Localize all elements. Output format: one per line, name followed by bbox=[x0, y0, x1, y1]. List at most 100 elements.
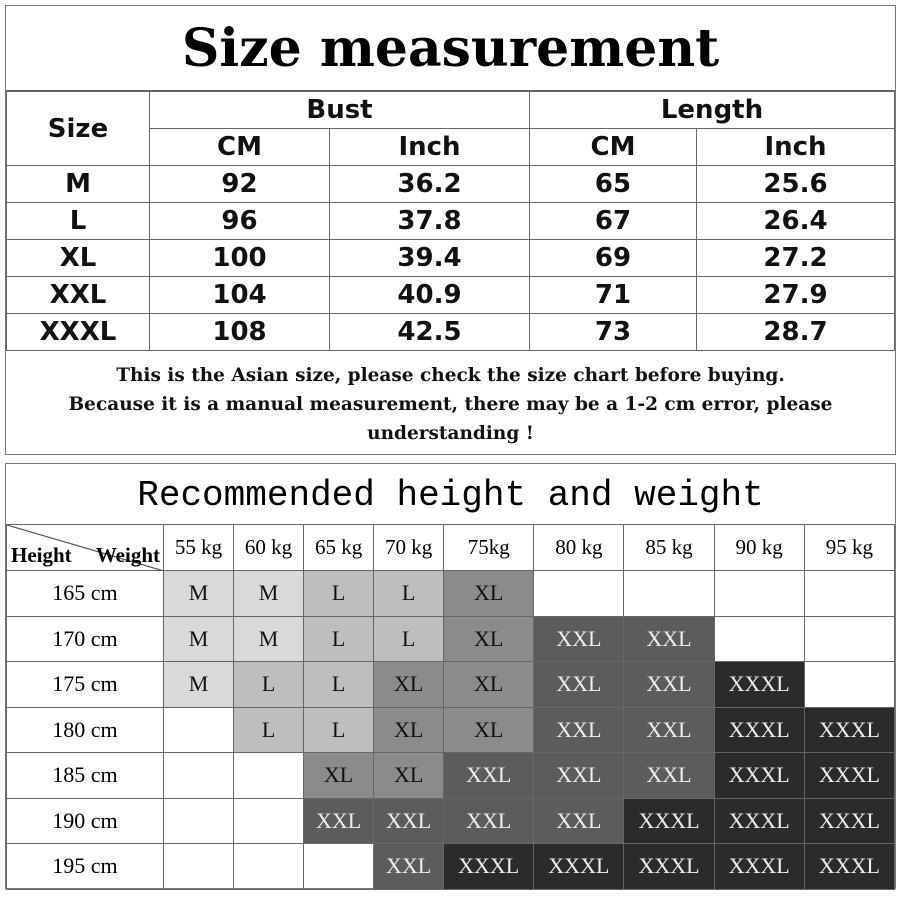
size-cell: XXXL bbox=[713, 843, 805, 890]
weight-header: 55 kg bbox=[162, 524, 235, 571]
size-cell: XXL bbox=[623, 615, 715, 662]
size-cell: XL bbox=[373, 752, 445, 799]
size-cell: XXXL bbox=[623, 797, 715, 844]
bust-inch-cell: 40.9 bbox=[329, 276, 530, 314]
size-cell bbox=[162, 752, 235, 799]
length-cm-cell: 67 bbox=[529, 202, 697, 240]
weight-header: 60 kg bbox=[233, 524, 305, 571]
bust-inch-header: Inch bbox=[329, 128, 530, 166]
size-cell bbox=[162, 797, 235, 844]
size-row: XXXL 108 42.5 73 28.7 bbox=[6, 313, 895, 351]
size-cell: L bbox=[373, 570, 445, 617]
size-cell: L bbox=[303, 615, 375, 662]
size-cell: XL bbox=[443, 615, 535, 662]
weight-header: 80 kg bbox=[533, 524, 625, 571]
size-cell bbox=[162, 843, 235, 890]
size-cell bbox=[713, 570, 805, 617]
size-cell: XXL bbox=[373, 797, 445, 844]
length-inch-cell: 26.4 bbox=[696, 202, 895, 240]
length-inch-header: Inch bbox=[696, 128, 895, 166]
height-row: 180 cm L L XL XL XXL XXL XXXL XXXL bbox=[6, 706, 896, 753]
bust-inch-cell: 37.8 bbox=[329, 202, 530, 240]
size-header: Size bbox=[6, 91, 150, 166]
bust-inch-cell: 39.4 bbox=[329, 239, 530, 277]
size-cell bbox=[162, 706, 235, 753]
size-cell: L bbox=[233, 706, 305, 753]
size-row: XL 100 39.4 69 27.2 bbox=[6, 239, 895, 277]
size-table: Size Bust Length CM Inch CM Inch M 92 36.2… bbox=[6, 91, 895, 351]
size-cell: L bbox=[303, 661, 375, 708]
size-cell: XXL bbox=[533, 752, 625, 799]
size-cell: L bbox=[233, 661, 305, 708]
size-cell: XXXL bbox=[713, 752, 805, 799]
height-cell: 180 cm bbox=[6, 706, 164, 753]
bust-inch-cell: 42.5 bbox=[329, 313, 530, 351]
bust-header: Bust bbox=[149, 91, 530, 129]
height-row: 165 cm M M L L XL bbox=[6, 570, 896, 617]
bust-cm-cell: 108 bbox=[149, 313, 330, 351]
bust-cm-header: CM bbox=[149, 128, 330, 166]
size-cell: XXL bbox=[533, 615, 625, 662]
size-cell: M bbox=[233, 615, 305, 662]
size-cell: XL bbox=[443, 570, 535, 617]
note-line: Because it is a manual measurement, ther… bbox=[68, 394, 833, 415]
size-row: XXL 104 40.9 71 27.9 bbox=[6, 276, 895, 314]
size-cell: XXXL bbox=[713, 661, 805, 708]
size-cell bbox=[233, 797, 305, 844]
note-line: understanding ! bbox=[367, 423, 534, 444]
size-cell: XXL bbox=[623, 661, 715, 708]
size-cell: XXL bbox=[623, 752, 715, 799]
size-cell: XXXL bbox=[713, 797, 805, 844]
length-inch-cell: 25.6 bbox=[696, 165, 895, 203]
bust-cm-cell: 96 bbox=[149, 202, 330, 240]
length-cm-cell: 71 bbox=[529, 276, 697, 314]
size-cell: XXXL bbox=[623, 843, 715, 890]
length-cm-cell: 65 bbox=[529, 165, 697, 203]
size-cell bbox=[303, 843, 375, 890]
weight-header: 85 kg bbox=[623, 524, 715, 571]
height-cell: 175 cm bbox=[6, 661, 164, 708]
size-cell: M bbox=[162, 661, 235, 708]
bust-cm-cell: 92 bbox=[149, 165, 330, 203]
size-cell: XL bbox=[443, 661, 535, 708]
size-cell: XL bbox=[443, 706, 535, 753]
bust-cm-cell: 104 bbox=[149, 276, 330, 314]
height-row: 190 cm XXL XXL XXL XXL XXXL XXXL XXXL bbox=[6, 797, 896, 844]
bust-cm-cell: 100 bbox=[149, 239, 330, 277]
size-cell: L bbox=[373, 615, 445, 662]
size-cell bbox=[803, 570, 896, 617]
weight-header: 95 kg bbox=[803, 524, 896, 571]
size-cell: M bbox=[162, 615, 235, 662]
size-cell: XL bbox=[303, 752, 375, 799]
length-inch-cell: 28.7 bbox=[696, 313, 895, 351]
size-cell: XXL bbox=[303, 797, 375, 844]
size-title: Size measurement bbox=[6, 6, 895, 91]
size-cell: XXL bbox=[533, 661, 625, 708]
height-row: 170 cm M M L L XL XXL XXL bbox=[6, 615, 896, 662]
recommend-table: Height Weight 55 kg 60 kg 65 kg 70 kg 75kg 80… bbox=[6, 524, 896, 890]
size-cell: XXL bbox=[443, 752, 535, 799]
height-cell: 185 cm bbox=[6, 752, 164, 799]
size-cell: XXL bbox=[6, 276, 150, 314]
height-cell: 190 cm bbox=[6, 797, 164, 844]
weight-label: Weight bbox=[95, 543, 160, 567]
size-cell: XL bbox=[373, 661, 445, 708]
size-cell: M bbox=[233, 570, 305, 617]
size-cell: M bbox=[6, 165, 150, 203]
size-cell: XL bbox=[373, 706, 445, 753]
recommend-section: Recommended height and weight Height Wei… bbox=[5, 463, 896, 890]
size-cell bbox=[803, 615, 896, 662]
weight-header: 65 kg bbox=[303, 524, 375, 571]
height-row: 175 cm M L L XL XL XXL XXL XXXL bbox=[6, 661, 896, 708]
size-cell: XXXL bbox=[713, 706, 805, 753]
size-cell bbox=[713, 615, 805, 662]
size-cell: XXL bbox=[443, 797, 535, 844]
height-cell: 165 cm bbox=[6, 570, 164, 617]
diagonal-divider bbox=[7, 525, 164, 571]
note-line: This is the Asian size, please check the… bbox=[116, 365, 785, 386]
weight-header: 90 kg bbox=[713, 524, 805, 571]
size-cell bbox=[803, 661, 896, 708]
height-row: 195 cm XXL XXXL XXXL XXXL XXXL XXXL bbox=[6, 843, 896, 890]
length-inch-cell: 27.9 bbox=[696, 276, 895, 314]
height-label: Height bbox=[11, 543, 72, 567]
